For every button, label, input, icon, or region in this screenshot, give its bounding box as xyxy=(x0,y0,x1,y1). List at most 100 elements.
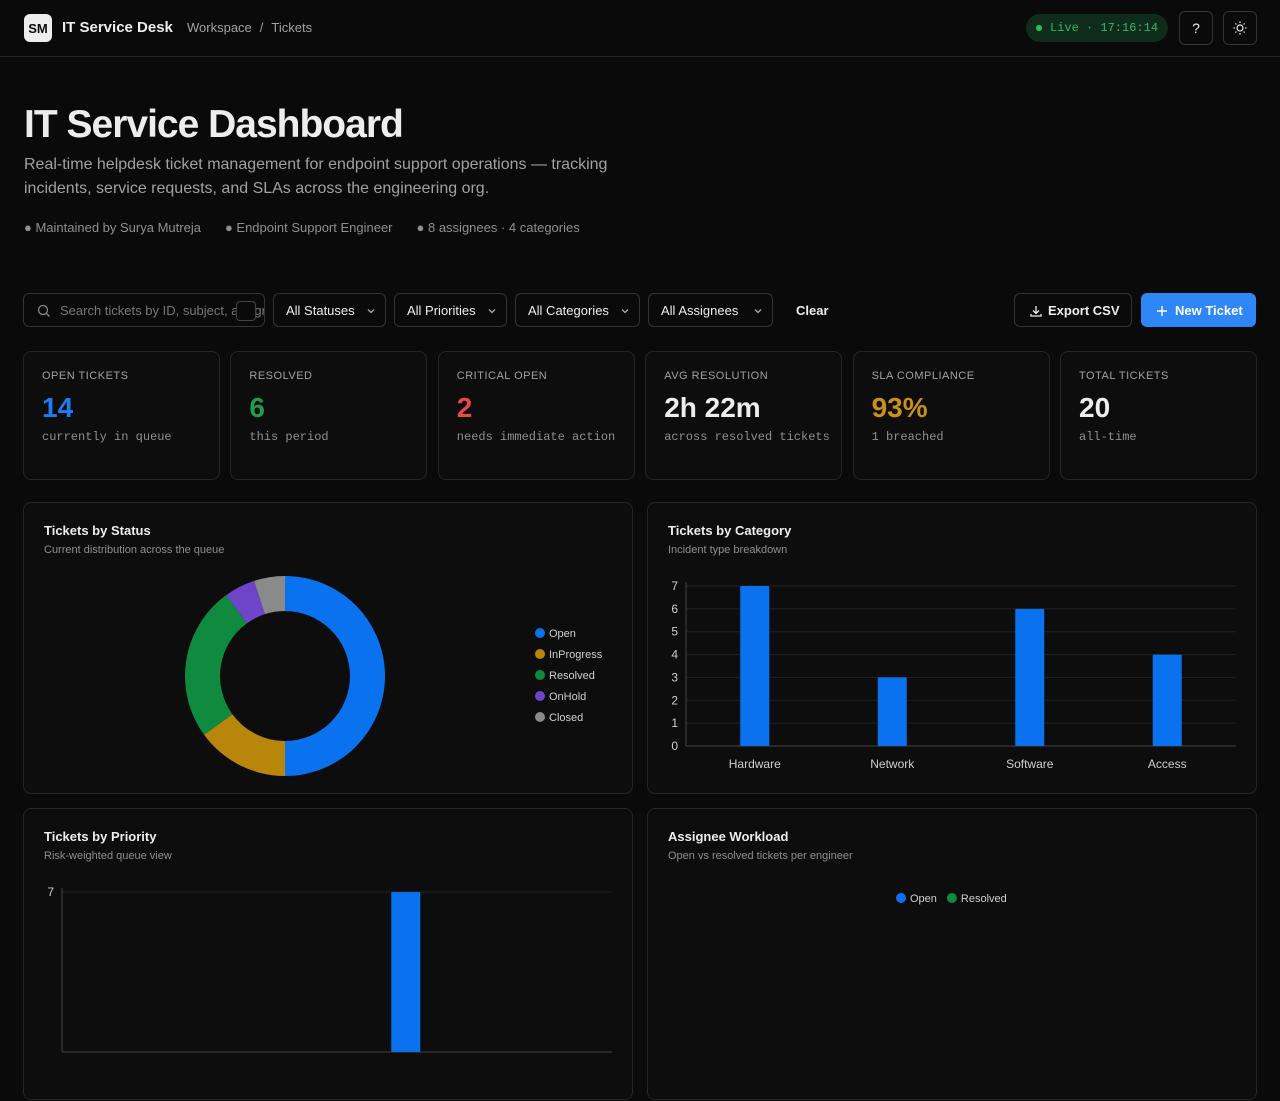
legend-label: Closed xyxy=(549,712,583,724)
filter-select-label: All Priorities xyxy=(407,302,476,318)
stat-label: AVG RESOLUTION xyxy=(664,370,769,382)
page-title: IT Service Dashboard xyxy=(24,103,404,146)
stat-note: across resolved tickets xyxy=(664,430,830,444)
meta-list: ● Maintained by Surya Mutreja ● Endpoint… xyxy=(24,220,580,235)
stat-value: 6 xyxy=(249,392,265,423)
donut-segment xyxy=(185,595,247,735)
chart-title: Assignee Workload xyxy=(668,829,789,844)
bar xyxy=(1015,608,1045,746)
stat-card: OPEN TICKETS 14 currently in queue xyxy=(23,351,220,480)
chart-subtitle: Current distribution across the queue xyxy=(44,544,225,556)
chevron xyxy=(754,309,762,314)
filter-select[interactable]: All Categories xyxy=(515,293,640,327)
stat-value: 14 xyxy=(42,392,74,423)
stat-card: CRITICAL OPEN 2 needs immediate action xyxy=(437,351,635,480)
chevron-icon xyxy=(754,309,762,314)
help-button[interactable]: ? xyxy=(1179,11,1213,45)
chart-subtitle: Open vs resolved tickets per engineer xyxy=(668,850,853,862)
search-input[interactable]: Search tickets by ID, subject, assignee xyxy=(23,293,265,327)
chevron-icon xyxy=(621,309,629,314)
plus-icon xyxy=(1157,306,1167,316)
legend-swatch xyxy=(535,670,545,680)
chevron xyxy=(367,309,375,314)
stat-value: 20 xyxy=(1079,392,1111,423)
filter-select-label: All Categories xyxy=(528,302,609,318)
x-tick-label: Software xyxy=(1006,757,1054,771)
y-tick-label: 3 xyxy=(671,670,678,684)
logo[interactable]: SM xyxy=(24,14,52,42)
stat-value: 2 xyxy=(456,392,473,423)
page-description: Real-time helpdesk ticket management for… xyxy=(24,156,608,197)
x-tick-label: Network xyxy=(870,757,915,771)
clear-button[interactable]: Clear xyxy=(796,302,829,318)
y-tick-label: 2 xyxy=(671,693,678,707)
legend-swatch xyxy=(535,691,545,701)
app-name[interactable]: IT Service Desk xyxy=(62,19,173,36)
chevron xyxy=(488,309,496,314)
stat-label: RESOLVED xyxy=(249,370,313,382)
stat-note: currently in queue xyxy=(42,430,172,444)
chevron-icon xyxy=(367,309,375,314)
stat-value: 2h 22m xyxy=(664,392,761,423)
chart-card: Tickets by Status Current distribution a… xyxy=(23,502,633,794)
y-tick-label: 4 xyxy=(671,648,678,662)
chart-subtitle: Risk-weighted queue view xyxy=(44,850,172,862)
filter-select-label: All Assignees xyxy=(661,302,739,318)
filter-select[interactable]: All Priorities xyxy=(394,293,507,327)
breadcrumb: Workspace / Tickets xyxy=(187,20,312,35)
legend-swatch xyxy=(535,712,545,722)
new-ticket-label: New Ticket xyxy=(1175,302,1243,318)
legend-swatch xyxy=(946,893,957,903)
y-tick-label: 7 xyxy=(671,579,678,593)
chart-title: Tickets by Category xyxy=(668,523,792,538)
export-label: Export CSV xyxy=(1048,302,1120,318)
chart-card: Tickets by Priority Risk-weighted queue … xyxy=(23,808,633,1100)
y-tick-label: 0 xyxy=(671,739,678,753)
stat-label: SLA COMPLIANCE xyxy=(871,370,975,382)
chart-card: Tickets by Category Incident type breakd… xyxy=(647,502,1257,794)
y-tick-label: 1 xyxy=(671,716,678,730)
donut-segment xyxy=(226,580,265,624)
download-icon xyxy=(1030,306,1042,317)
legend-swatch xyxy=(896,893,906,903)
shortcut-hint xyxy=(236,301,256,321)
chart-title: Tickets by Priority xyxy=(44,829,157,844)
theme-toggle[interactable] xyxy=(1223,11,1257,45)
legend-label: Open xyxy=(910,893,937,905)
stat-card: RESOLVED 6 this period xyxy=(230,351,428,480)
stat-note: needs immediate action xyxy=(456,430,616,444)
chevron xyxy=(621,309,629,314)
chart-card: Assignee Workload Open vs resolved ticke… xyxy=(647,808,1257,1100)
filter-select-label: All Statuses xyxy=(286,302,355,318)
y-tick-label: 7 xyxy=(47,885,54,899)
legend-label: InProgress xyxy=(549,649,603,661)
crumb[interactable]: Workspace xyxy=(187,20,252,35)
stat-card: SLA COMPLIANCE 93% 1 breached xyxy=(852,351,1050,480)
new-ticket-button[interactable]: New Ticket xyxy=(1141,293,1256,327)
chart-plot: Open Resolved xyxy=(896,893,1007,905)
meta-item: ● 8 assignees · 4 categories xyxy=(416,220,580,235)
filter-select[interactable]: All Assignees xyxy=(648,293,773,327)
stat-card: TOTAL TICKETS 20 all-time xyxy=(1060,351,1257,480)
bar xyxy=(391,892,421,1052)
donut-segment xyxy=(285,576,385,776)
chevron-icon xyxy=(488,309,496,314)
y-tick-label: 5 xyxy=(671,625,678,639)
stat-note: 1 breached xyxy=(871,430,944,444)
stat-label: CRITICAL OPEN xyxy=(456,370,548,382)
x-tick-label: Access xyxy=(1148,757,1187,771)
crumb: Tickets xyxy=(271,20,313,35)
filter-select[interactable]: All Statuses xyxy=(273,293,386,327)
top-bar: SM IT Service Desk Workspace / Tickets L… xyxy=(0,0,1280,57)
chart-plot: Open InProgress Resolved OnHold Closed xyxy=(185,576,603,776)
crumb-separator: / xyxy=(259,20,264,35)
bar xyxy=(1152,654,1182,746)
donut-segment xyxy=(204,714,285,776)
export-button[interactable]: Export CSV xyxy=(1014,293,1132,327)
chart-subtitle: Incident type breakdown xyxy=(668,544,788,556)
sun-icon xyxy=(1233,21,1247,35)
search-icon xyxy=(37,304,50,317)
stat-note: all-time xyxy=(1079,430,1137,444)
